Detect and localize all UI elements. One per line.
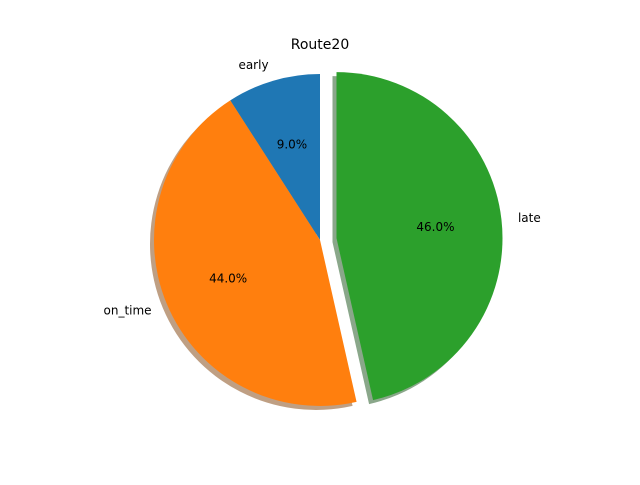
slice-percent-on-time: 44.0% — [209, 271, 247, 285]
slice-percent-early: 9.0% — [277, 137, 308, 151]
slice-label-early: early — [238, 58, 268, 72]
slice-percent-late: 46.0% — [416, 220, 454, 234]
pie-slice-late — [336, 72, 503, 401]
slice-label-on-time: on_time — [104, 304, 152, 318]
slice-layer — [154, 72, 503, 406]
pie-slice-early — [230, 74, 320, 240]
label-layer: early 9.0% on_time 44.0% late 46.0% — [104, 58, 541, 318]
slice-label-late: late — [518, 211, 541, 225]
pie-slice-on-time — [154, 100, 357, 406]
chart-title: Route20 — [291, 37, 349, 53]
